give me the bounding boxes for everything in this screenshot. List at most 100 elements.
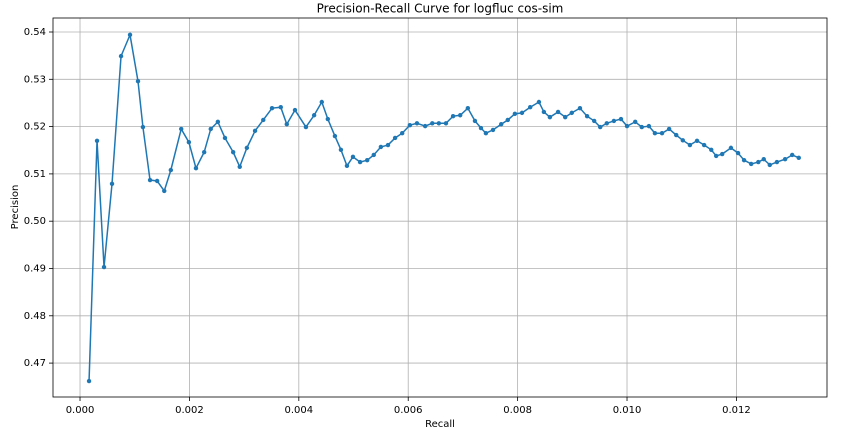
marker	[478, 125, 484, 131]
marker	[319, 99, 324, 105]
y-tick-label: 0.53	[24, 74, 46, 85]
marker	[519, 110, 525, 116]
marker	[332, 133, 338, 139]
marker	[490, 127, 496, 133]
marker	[371, 152, 376, 158]
marker	[741, 157, 747, 163]
x-axis-label: Recall	[425, 419, 455, 430]
marker	[450, 113, 456, 119]
marker	[350, 154, 356, 160]
y-tick-label: 0.52	[24, 122, 46, 133]
marker	[344, 163, 350, 169]
y-tick-label: 0.49	[24, 263, 46, 274]
x-tick-label: 0.006	[394, 405, 423, 416]
marker	[782, 157, 788, 162]
marker	[186, 140, 192, 145]
marker	[208, 126, 213, 132]
marker	[505, 117, 510, 123]
marker	[292, 107, 298, 113]
y-tick-label: 0.51	[24, 169, 46, 180]
marker	[527, 105, 533, 110]
line	[88, 32, 800, 382]
marker	[748, 161, 754, 167]
marker	[604, 121, 609, 126]
marker	[728, 145, 734, 151]
marker	[414, 121, 420, 126]
marker	[168, 167, 174, 173]
marker	[719, 151, 725, 157]
x-tick-label: 0.004	[284, 405, 313, 416]
marker	[577, 105, 583, 111]
marker	[252, 128, 258, 134]
marker	[135, 78, 141, 84]
chart-title: Precision-Recall Curve for logfluc cos-s…	[317, 2, 564, 16]
marker	[436, 121, 442, 126]
marker	[230, 149, 236, 155]
marker	[666, 126, 672, 132]
x-tick-label: 0.012	[722, 405, 751, 416]
marker	[624, 123, 630, 129]
marker	[680, 138, 686, 143]
marker	[261, 117, 266, 123]
marker	[694, 138, 700, 143]
marker	[652, 131, 658, 136]
marker	[400, 131, 405, 136]
marker	[325, 116, 331, 122]
y-tick-label: 0.54	[24, 27, 46, 38]
marker	[687, 142, 693, 148]
marker	[269, 105, 275, 111]
marker	[118, 53, 124, 59]
marker	[639, 124, 644, 130]
marker	[761, 157, 766, 162]
marker	[378, 144, 384, 150]
marker	[536, 99, 542, 105]
marker	[709, 147, 714, 152]
marker	[598, 124, 603, 130]
marker	[101, 264, 107, 270]
marker	[94, 138, 100, 143]
marker	[767, 162, 772, 168]
marker	[541, 109, 547, 115]
x-tick-label: 0.000	[66, 405, 95, 416]
marker	[154, 178, 160, 184]
marker	[790, 152, 795, 158]
y-tick-label: 0.47	[24, 358, 46, 369]
marker	[311, 113, 317, 118]
marker	[443, 121, 449, 126]
marker	[796, 155, 801, 161]
y-axis-label: Precision	[10, 185, 21, 230]
marker	[86, 378, 92, 384]
marker	[563, 114, 568, 120]
marker	[457, 113, 463, 118]
marker	[215, 119, 221, 125]
marker	[584, 113, 590, 119]
marker	[127, 32, 133, 38]
marker	[659, 131, 665, 136]
marker	[499, 122, 504, 127]
marker	[338, 147, 344, 152]
marker	[472, 118, 478, 124]
marker	[193, 166, 199, 171]
marker	[618, 116, 624, 122]
marker	[646, 123, 652, 129]
marker	[756, 159, 761, 165]
marker	[407, 122, 413, 128]
marker	[591, 118, 597, 124]
marker	[735, 150, 741, 156]
x-tick-label: 0.010	[613, 405, 642, 416]
marker	[547, 114, 553, 120]
y-tick-label: 0.48	[24, 311, 46, 322]
marker	[244, 145, 250, 151]
marker	[392, 135, 398, 141]
marker	[430, 121, 435, 126]
x-tick-label: 0.008	[503, 405, 532, 416]
marker	[222, 135, 228, 141]
marker	[140, 124, 146, 130]
marker	[364, 157, 370, 163]
marker	[284, 122, 289, 127]
marker	[162, 188, 167, 194]
marker	[512, 111, 518, 117]
marker	[237, 164, 242, 169]
marker	[569, 110, 574, 116]
